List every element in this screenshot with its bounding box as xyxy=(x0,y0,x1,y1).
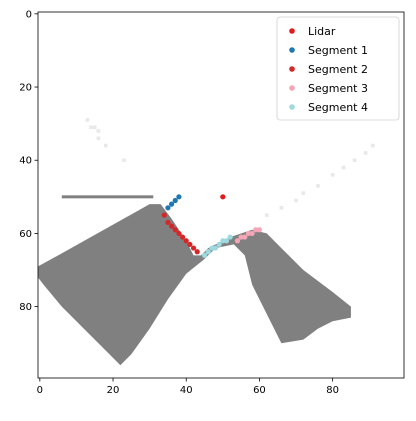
free-cell xyxy=(122,158,126,163)
segment-4-point xyxy=(220,238,226,244)
y-tick-label: 80 xyxy=(19,302,32,313)
legend-marker-segment-3 xyxy=(289,85,295,91)
y-tick-label: 60 xyxy=(19,229,32,240)
segment-2-point xyxy=(179,234,186,240)
segment-2-point xyxy=(165,219,171,226)
free-cell xyxy=(92,125,97,130)
segment-2-point xyxy=(183,238,189,244)
segment-2-point xyxy=(187,241,193,248)
free-cell xyxy=(89,125,93,130)
segment-3-point xyxy=(249,230,255,237)
x-tick-label: 60 xyxy=(253,385,266,396)
segment-2-point xyxy=(161,212,167,218)
free-cell xyxy=(301,191,306,195)
segment-4-point xyxy=(223,238,230,244)
axes-frame xyxy=(37,11,405,379)
segment-3-point xyxy=(245,230,252,237)
free-cell xyxy=(330,173,335,177)
free-cell xyxy=(96,136,101,141)
occupied-region xyxy=(38,204,351,366)
axes: 0 20 40 60 80 0 20 40 60 80 xyxy=(19,9,405,396)
free-cell xyxy=(96,129,101,133)
segment-3-point xyxy=(238,234,244,240)
scatter-points xyxy=(161,194,263,258)
legend-label-segment-2: Segment 2 xyxy=(308,63,368,76)
legend-label-segment-1: Segment 1 xyxy=(308,44,368,57)
segment-1-point xyxy=(172,197,178,204)
x-tick-label: 20 xyxy=(107,385,120,396)
free-cell xyxy=(103,143,108,148)
legend-box xyxy=(276,16,400,121)
free-cell xyxy=(85,118,90,122)
segment-4-point xyxy=(216,241,222,248)
free-cell xyxy=(341,165,346,170)
segment-4-point xyxy=(201,252,208,258)
segment-4-point xyxy=(212,245,219,251)
occupied-line xyxy=(61,195,154,199)
free-cell xyxy=(279,206,284,210)
y-tick-label: 20 xyxy=(19,83,32,94)
segment-1-point xyxy=(168,201,175,207)
segment-4-point xyxy=(209,245,215,251)
x-tick-label: 40 xyxy=(180,385,193,396)
occupancy-grid xyxy=(38,118,375,366)
free-cell xyxy=(371,143,375,148)
segment-3-point xyxy=(242,234,248,240)
legend-marker-lidar xyxy=(289,28,295,34)
segment-2-point xyxy=(168,223,175,229)
segment-2-point xyxy=(190,245,197,251)
free-cell xyxy=(352,158,357,163)
segment-2-point xyxy=(172,227,178,233)
legend-label-segment-4: Segment 4 xyxy=(308,101,368,114)
x-tick-label: 80 xyxy=(326,385,339,396)
free-cell xyxy=(316,184,320,188)
legend-label-segment-3: Segment 3 xyxy=(308,82,368,95)
segment-4-point xyxy=(205,249,211,255)
legend-marker-segment-4 xyxy=(289,104,295,110)
free-cell xyxy=(294,198,298,203)
lidar-point xyxy=(220,194,226,200)
segment-1-point xyxy=(176,194,182,200)
segment-2-point xyxy=(176,230,182,237)
y-tick-label: 40 xyxy=(19,156,32,167)
legend-marker-segment-1 xyxy=(289,47,295,53)
legend-label-lidar: Lidar xyxy=(308,25,336,38)
segment-3-point xyxy=(234,238,241,244)
y-tick-label: 0 xyxy=(26,9,32,20)
legend-marker-segment-2 xyxy=(289,66,295,72)
legend: Lidar Segment 1 Segment 2 Segment 3 Segment … xyxy=(276,16,400,121)
segment-2-point xyxy=(194,249,200,255)
free-cell xyxy=(363,151,368,155)
segment-1-point xyxy=(165,205,171,211)
segment-3-point xyxy=(253,227,259,233)
segment-4-point xyxy=(227,234,233,240)
segment-3-point xyxy=(256,227,263,233)
x-tick-label: 0 xyxy=(37,385,43,396)
free-cell xyxy=(264,213,269,217)
